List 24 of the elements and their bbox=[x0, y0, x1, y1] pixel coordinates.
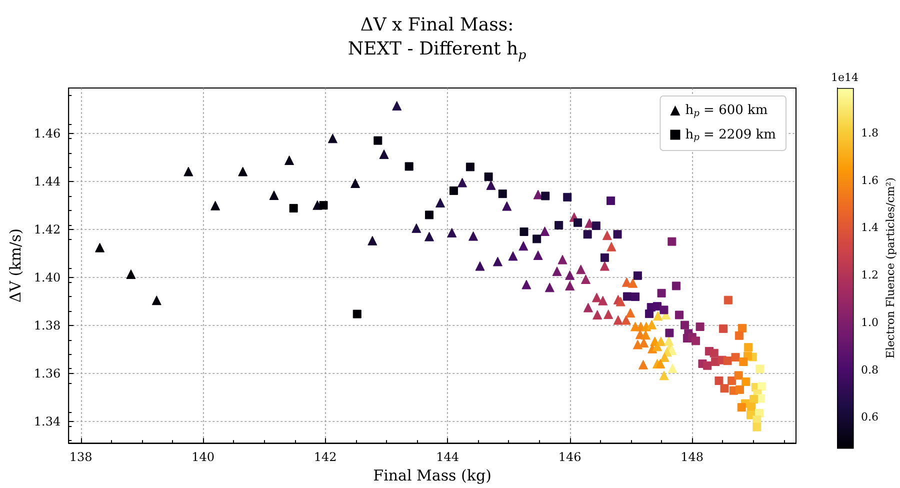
color-bar-label: 1.4 bbox=[861, 221, 878, 234]
y-tick-label: 1.42 bbox=[34, 222, 61, 237]
x-tick-label: 144 bbox=[436, 450, 460, 464]
x-tick-label: 148 bbox=[680, 450, 704, 464]
x-tick-label: 142 bbox=[314, 450, 337, 464]
text: 1e14 bbox=[831, 71, 859, 84]
color-bar-label: 1.0 bbox=[861, 316, 878, 329]
y-axis-title: ΔV (km/s) bbox=[6, 228, 24, 303]
y-tick-label: 1.34 bbox=[34, 414, 61, 429]
x-tick-label: 146 bbox=[558, 450, 582, 464]
y-tick-label: 1.44 bbox=[34, 174, 61, 189]
x-axis-title: Final Mass (kg) bbox=[373, 466, 492, 484]
x-tick-label: 140 bbox=[192, 450, 215, 464]
color-bar-label: 1.6 bbox=[861, 174, 878, 187]
x-tick-label: 138 bbox=[69, 450, 92, 464]
color-bar-label: 0.6 bbox=[861, 410, 878, 424]
color-bar-label: 0.8 bbox=[861, 363, 878, 376]
y-tick-label: 1.40 bbox=[34, 270, 61, 285]
y-tick-label: 1.38 bbox=[34, 318, 61, 333]
color-bar-label: 1.2 bbox=[861, 268, 878, 282]
color-bar-title: Electron Fluence (particles/cm²) bbox=[884, 177, 897, 359]
y-tick-label: 1.46 bbox=[34, 126, 61, 141]
color-bar-label: 1.8 bbox=[861, 126, 878, 140]
y-tick-label: 1.36 bbox=[34, 366, 61, 381]
